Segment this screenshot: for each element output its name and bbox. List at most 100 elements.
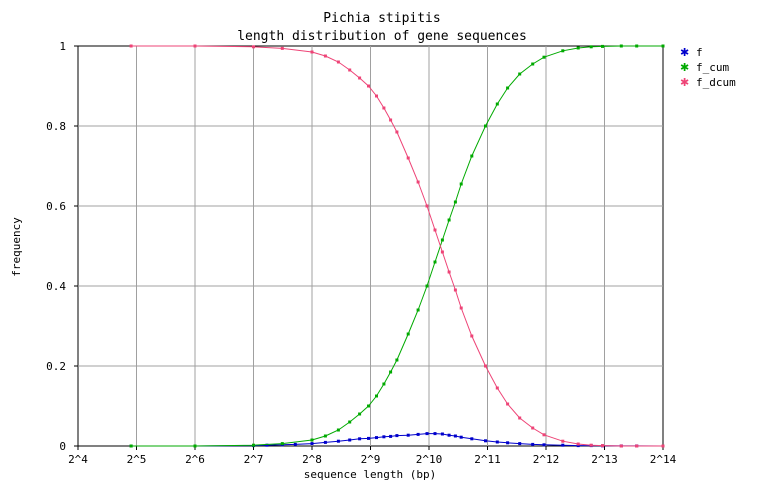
data-point xyxy=(433,260,437,264)
data-point xyxy=(601,444,604,448)
data-point xyxy=(193,44,197,48)
x-tick-label: 2^6 xyxy=(185,453,205,466)
data-point xyxy=(561,439,565,443)
chart-title: Pichia stipitis xyxy=(323,11,440,26)
x-tick-label: 2^8 xyxy=(302,453,322,466)
y-axis-label: frequency xyxy=(10,217,23,277)
data-point xyxy=(406,433,410,437)
data-point xyxy=(193,444,197,448)
x-tick-label: 2^11 xyxy=(474,453,501,466)
legend: ✱ f✱ f_cum✱ f_dcum xyxy=(680,46,736,89)
data-point xyxy=(348,438,352,442)
data-point xyxy=(358,76,362,80)
data-point xyxy=(484,124,487,128)
data-point xyxy=(440,238,444,242)
data-point xyxy=(358,412,362,416)
data-point xyxy=(129,444,133,448)
legend-item: ✱ f_cum xyxy=(680,61,729,74)
data-point xyxy=(336,428,340,432)
data-point xyxy=(531,442,535,446)
data-point xyxy=(310,50,314,54)
legend-item: ✱ f_dcum xyxy=(680,76,736,89)
data-point xyxy=(506,86,510,90)
data-point xyxy=(389,118,393,122)
data-point xyxy=(252,45,255,49)
data-point xyxy=(459,182,463,186)
data-point xyxy=(531,426,535,430)
data-point xyxy=(484,439,487,443)
series-line xyxy=(131,45,663,447)
data-point xyxy=(323,440,327,444)
data-point xyxy=(416,432,420,436)
data-point xyxy=(576,46,580,50)
legend-marker-icon: ✱ xyxy=(680,61,689,74)
data-point xyxy=(395,434,399,438)
data-point xyxy=(336,60,340,64)
data-point xyxy=(531,62,535,66)
x-tick-label: 2^13 xyxy=(591,453,618,466)
data-point xyxy=(129,44,133,48)
data-point xyxy=(348,68,352,72)
data-point xyxy=(367,436,370,440)
data-point xyxy=(661,444,665,448)
data-point xyxy=(252,443,255,447)
data-point xyxy=(619,444,623,448)
series-line xyxy=(131,433,664,447)
y-tick-label: 0.2 xyxy=(46,360,66,373)
y-tick-label: 0.4 xyxy=(46,280,66,293)
data-point xyxy=(506,441,510,445)
series-line xyxy=(131,45,663,447)
series-f-cum xyxy=(129,44,665,448)
data-point xyxy=(440,250,444,254)
data-point xyxy=(425,432,429,436)
data-point xyxy=(280,46,284,50)
data-point xyxy=(542,443,546,447)
data-point xyxy=(310,438,314,442)
legend-marker-icon: ✱ xyxy=(680,76,689,89)
data-point xyxy=(447,433,451,437)
x-axis-ticks: 2^4 2^5 2^6 2^7 2^8 2^9 2^10 2^11 2^12 2^13 2^14 xyxy=(68,446,677,466)
y-tick-label: 0.8 xyxy=(46,120,66,133)
grid xyxy=(78,46,663,446)
data-point xyxy=(389,434,393,438)
data-point xyxy=(358,437,362,441)
data-point xyxy=(367,84,370,88)
data-point xyxy=(453,200,457,204)
data-point xyxy=(382,435,386,439)
data-point xyxy=(433,228,437,232)
legend-marker-icon: ✱ xyxy=(680,46,689,59)
data-point xyxy=(406,156,410,160)
data-point xyxy=(635,444,639,448)
data-point xyxy=(470,437,474,441)
legend-item: ✱ f xyxy=(680,46,703,59)
y-tick-label: 1 xyxy=(59,40,66,53)
legend-label: f_cum xyxy=(696,61,729,74)
data-point xyxy=(425,204,429,208)
data-point xyxy=(425,284,429,288)
data-point xyxy=(447,218,451,222)
data-point xyxy=(453,288,457,292)
data-point xyxy=(389,370,393,374)
data-point xyxy=(416,308,420,312)
data-point xyxy=(518,416,522,420)
data-point xyxy=(375,436,378,440)
data-point xyxy=(470,154,474,158)
data-point xyxy=(619,44,623,48)
data-point xyxy=(323,54,327,58)
series-layer xyxy=(129,44,665,448)
data-point xyxy=(406,332,410,336)
data-point xyxy=(589,443,593,447)
x-tick-label: 2^9 xyxy=(361,453,381,466)
data-point xyxy=(382,382,386,386)
data-point xyxy=(459,435,463,439)
data-point xyxy=(459,306,463,310)
data-point xyxy=(375,394,378,398)
data-point xyxy=(561,443,565,447)
chart-subtitle: length distribution of gene sequences xyxy=(237,29,527,44)
data-point xyxy=(601,44,604,48)
x-tick-label: 2^14 xyxy=(650,453,677,466)
data-point xyxy=(395,130,399,134)
x-tick-label: 2^10 xyxy=(416,453,443,466)
data-point xyxy=(518,442,522,446)
data-point xyxy=(293,442,297,446)
